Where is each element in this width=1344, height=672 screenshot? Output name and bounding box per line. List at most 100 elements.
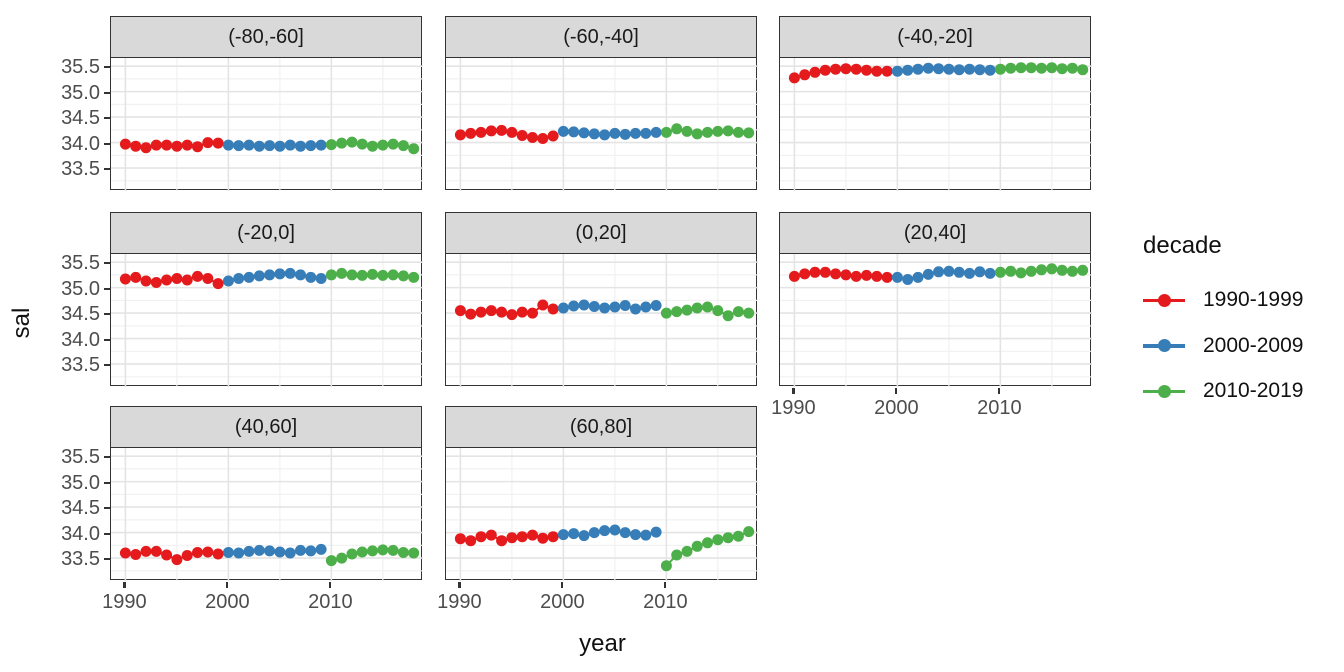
data-point (161, 139, 173, 151)
data-point (922, 63, 934, 75)
facet-plot-area (111, 58, 423, 192)
data-point (537, 533, 549, 545)
data-point (650, 127, 662, 139)
data-point (588, 301, 600, 313)
y-tick-mark (104, 287, 110, 290)
data-point (1036, 63, 1047, 75)
data-point (557, 302, 569, 314)
data-point (243, 546, 255, 558)
x-tick-mark (792, 388, 795, 394)
data-point (881, 66, 893, 78)
x-tick-label: 2010 (643, 591, 688, 613)
data-point (295, 269, 306, 281)
x-tick-mark (895, 388, 898, 394)
data-point (1046, 263, 1058, 275)
x-tick-label: 2000 (874, 397, 919, 419)
data-point (264, 545, 276, 557)
y-tick-mark (104, 117, 110, 120)
y-tick-mark (104, 91, 110, 94)
legend-label: 1990-1999 (1203, 288, 1304, 311)
data-point (325, 139, 337, 151)
data-point (1005, 63, 1017, 75)
legend-entry-1990-1999: 1990-1999 (1143, 287, 1303, 313)
data-point (788, 271, 800, 283)
data-point (202, 546, 214, 558)
facet-plot-area (780, 58, 1092, 192)
facet-panel (445, 447, 758, 582)
data-point (140, 275, 152, 287)
data-point (671, 306, 683, 318)
data-point (356, 546, 368, 558)
facet-strip-label: (20,40] (779, 212, 1091, 255)
data-point (640, 128, 652, 140)
data-point (212, 278, 224, 290)
x-tick-label: 1990 (102, 591, 147, 613)
data-point (578, 127, 590, 139)
data-point (212, 137, 224, 149)
data-point (722, 532, 734, 544)
facet-(40,60]: (40,60] (110, 406, 423, 582)
data-point (861, 65, 872, 77)
data-point (1066, 266, 1078, 278)
data-point (150, 139, 162, 151)
data-point (150, 277, 162, 289)
data-point (891, 272, 903, 284)
data-point (830, 64, 842, 76)
x-tick-mark (664, 582, 667, 588)
data-point (295, 141, 306, 153)
x-tick-label: 1990 (771, 397, 816, 419)
y-tick-mark (104, 168, 110, 171)
data-point (557, 529, 569, 541)
data-point (171, 273, 183, 285)
y-tick-label: 34.5 (61, 303, 100, 326)
data-point (712, 534, 724, 546)
y-tick-mark (104, 558, 110, 561)
facet-panel (445, 253, 758, 388)
data-point (619, 527, 631, 539)
data-point (743, 526, 755, 538)
facet-(60,80]: (60,80] (445, 406, 758, 582)
y-tick-mark (104, 481, 110, 484)
y-tick-mark (104, 507, 110, 510)
facet-strip-label: (-40,-20] (779, 16, 1091, 59)
data-point (171, 554, 183, 566)
data-point (171, 141, 183, 153)
facet-plot-area (446, 448, 758, 582)
data-point (681, 126, 693, 138)
data-point (243, 272, 255, 284)
facet-panel (445, 57, 758, 192)
data-point (943, 266, 955, 278)
data-point (681, 304, 693, 316)
data-point (953, 267, 965, 279)
data-point (465, 128, 477, 140)
data-point (912, 64, 924, 76)
data-point (722, 310, 734, 322)
data-point (397, 270, 409, 282)
x-tick-mark (329, 582, 332, 588)
facet-plot-area (446, 254, 758, 388)
data-point (150, 546, 162, 558)
y-tick-label: 34.0 (61, 132, 100, 155)
data-point (557, 126, 569, 138)
y-tick-mark (104, 364, 110, 367)
data-point (599, 302, 611, 314)
data-point (315, 544, 327, 556)
data-point (547, 531, 559, 543)
data-point (902, 274, 914, 286)
data-point (192, 141, 203, 153)
data-point (527, 529, 538, 541)
data-point (454, 129, 466, 141)
data-point (691, 128, 703, 140)
data-point (1025, 62, 1037, 74)
data-point (408, 143, 420, 155)
data-point (346, 548, 358, 560)
data-point (356, 270, 368, 282)
data-point (119, 273, 131, 285)
y-tick-label: 35.5 (61, 446, 100, 469)
data-point (397, 140, 409, 152)
data-point (222, 139, 234, 151)
data-point (496, 125, 508, 137)
data-point (974, 266, 986, 278)
data-point (850, 271, 862, 283)
